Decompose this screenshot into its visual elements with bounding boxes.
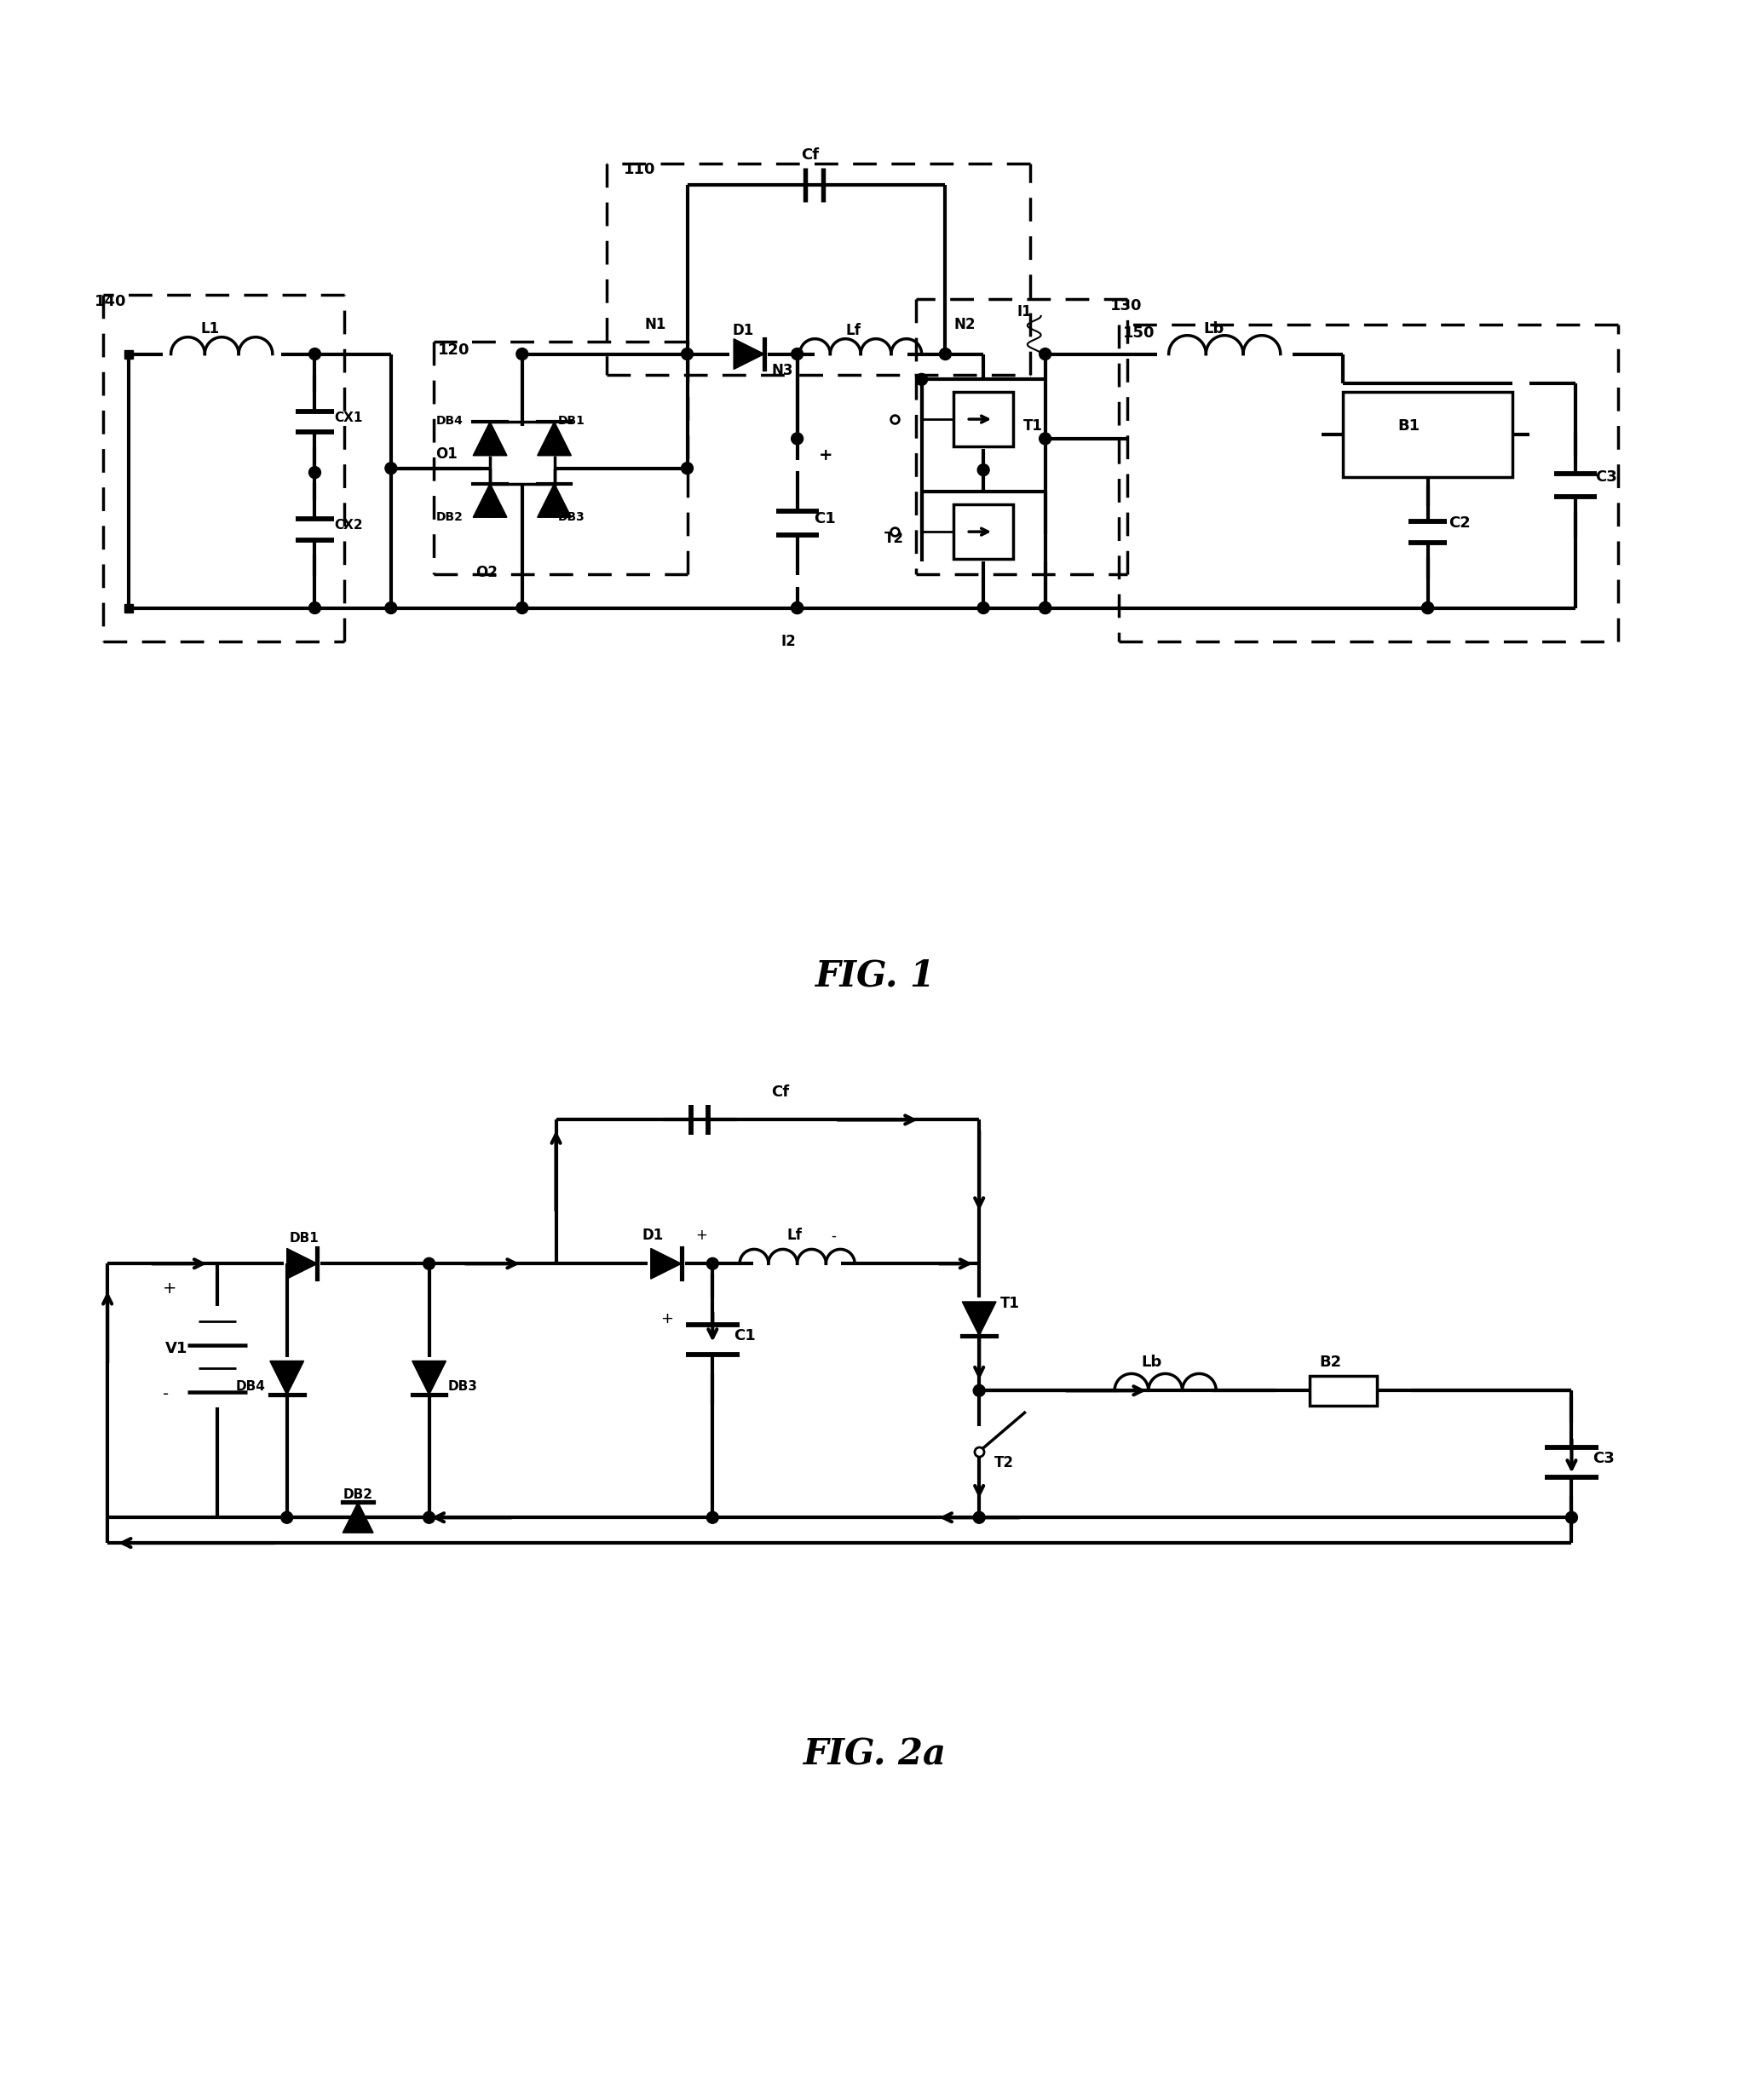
Circle shape xyxy=(517,349,529,359)
Text: DB1: DB1 xyxy=(289,1233,319,1245)
Text: C3: C3 xyxy=(1593,1451,1614,1466)
Circle shape xyxy=(424,1512,434,1522)
Text: C1: C1 xyxy=(814,510,835,527)
Text: B1: B1 xyxy=(1397,418,1420,433)
Polygon shape xyxy=(538,483,571,517)
Circle shape xyxy=(939,349,951,359)
Text: B2: B2 xyxy=(1320,1354,1341,1371)
Text: D1: D1 xyxy=(643,1228,664,1243)
Text: T2: T2 xyxy=(884,531,904,546)
Text: -: - xyxy=(832,1228,835,1243)
Text: +: + xyxy=(818,447,832,464)
Bar xyxy=(954,393,1014,447)
Text: T1: T1 xyxy=(1000,1296,1019,1310)
Text: Lf: Lf xyxy=(786,1228,802,1243)
Circle shape xyxy=(424,1258,434,1270)
Text: 130: 130 xyxy=(1110,298,1142,313)
Text: N3: N3 xyxy=(772,363,793,378)
Circle shape xyxy=(977,464,989,477)
Circle shape xyxy=(1422,603,1434,613)
Bar xyxy=(1343,393,1513,477)
Text: V1: V1 xyxy=(165,1340,187,1357)
Text: C1: C1 xyxy=(734,1327,756,1344)
Text: +: + xyxy=(163,1281,177,1296)
Text: 150: 150 xyxy=(1122,326,1156,340)
Circle shape xyxy=(280,1512,292,1522)
Text: DB1: DB1 xyxy=(559,416,585,426)
Text: 120: 120 xyxy=(438,342,469,357)
Circle shape xyxy=(974,1512,986,1522)
Circle shape xyxy=(977,603,989,613)
Text: N2: N2 xyxy=(954,317,975,332)
Text: C2: C2 xyxy=(1448,517,1471,531)
Text: DB4: DB4 xyxy=(236,1380,266,1392)
Circle shape xyxy=(791,349,804,359)
Text: Lb: Lb xyxy=(1203,321,1224,336)
Text: L1: L1 xyxy=(201,321,219,336)
Text: Cf: Cf xyxy=(802,147,819,164)
Text: O1: O1 xyxy=(436,445,457,462)
Text: CX1: CX1 xyxy=(334,412,362,424)
Text: DB3: DB3 xyxy=(559,510,585,523)
Polygon shape xyxy=(343,1502,373,1533)
Circle shape xyxy=(385,462,397,475)
Text: T2: T2 xyxy=(995,1455,1014,1470)
Text: 110: 110 xyxy=(623,162,655,176)
Text: DB2: DB2 xyxy=(343,1489,373,1502)
Text: D1: D1 xyxy=(732,323,753,338)
Circle shape xyxy=(681,349,693,359)
Circle shape xyxy=(791,603,804,613)
Text: -: - xyxy=(163,1386,168,1403)
Text: T1: T1 xyxy=(1023,418,1042,433)
Circle shape xyxy=(1040,433,1051,445)
Text: DB4: DB4 xyxy=(436,416,462,426)
Text: Cf: Cf xyxy=(770,1084,790,1100)
Text: DB2: DB2 xyxy=(436,510,462,523)
Text: C3: C3 xyxy=(1595,468,1618,485)
Bar xyxy=(1310,1376,1376,1405)
Text: Lb: Lb xyxy=(1142,1354,1163,1371)
Circle shape xyxy=(1422,603,1434,613)
Circle shape xyxy=(681,462,693,475)
Text: 140: 140 xyxy=(95,294,126,309)
Polygon shape xyxy=(287,1247,317,1279)
Text: +: + xyxy=(660,1310,672,1327)
Circle shape xyxy=(1040,603,1051,613)
Circle shape xyxy=(385,603,397,613)
Circle shape xyxy=(308,349,320,359)
Polygon shape xyxy=(473,483,508,517)
Text: Lf: Lf xyxy=(846,323,861,338)
Polygon shape xyxy=(651,1247,681,1279)
Circle shape xyxy=(1040,603,1051,613)
Polygon shape xyxy=(734,338,763,370)
Circle shape xyxy=(791,433,804,445)
Circle shape xyxy=(517,603,529,613)
Circle shape xyxy=(974,1384,986,1397)
Circle shape xyxy=(707,1512,718,1522)
Polygon shape xyxy=(473,422,508,456)
Circle shape xyxy=(1565,1512,1578,1522)
Text: DB3: DB3 xyxy=(448,1380,478,1392)
Text: +: + xyxy=(695,1228,707,1243)
Circle shape xyxy=(308,466,320,479)
Text: O2: O2 xyxy=(476,565,497,580)
Bar xyxy=(954,504,1014,559)
Polygon shape xyxy=(538,422,571,456)
Polygon shape xyxy=(411,1361,447,1394)
Text: FIG. 1: FIG. 1 xyxy=(814,958,935,993)
Text: N1: N1 xyxy=(644,317,667,332)
Text: FIG. 2a: FIG. 2a xyxy=(804,1737,947,1772)
Circle shape xyxy=(1040,349,1051,359)
Circle shape xyxy=(791,603,804,613)
Polygon shape xyxy=(270,1361,305,1394)
Circle shape xyxy=(916,374,928,384)
Circle shape xyxy=(707,1258,718,1270)
Text: CX2: CX2 xyxy=(334,519,362,531)
Circle shape xyxy=(308,603,320,613)
Polygon shape xyxy=(963,1302,996,1336)
Text: I1: I1 xyxy=(1017,304,1033,319)
Text: I2: I2 xyxy=(781,634,797,649)
